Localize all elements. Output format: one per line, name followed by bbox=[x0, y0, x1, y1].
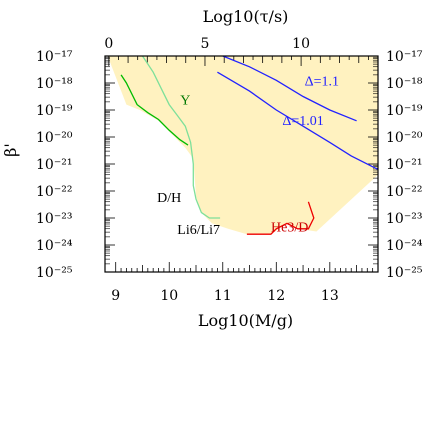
bottom-tick-label: 13 bbox=[321, 288, 339, 304]
series-line-0 bbox=[120, 74, 189, 146]
y-tick-label-left: 10⁻²⁵ bbox=[36, 265, 73, 281]
series-layer bbox=[120, 55, 379, 235]
top-axis-title: Log10(τ/s) bbox=[203, 7, 289, 26]
y-tick-label-left: 10⁻²³ bbox=[36, 211, 72, 227]
y-tick-label-right: 10⁻¹⁷ bbox=[386, 49, 423, 65]
annotation-label: Δ=1.01 bbox=[282, 114, 323, 129]
top-tick-label: 5 bbox=[201, 36, 210, 52]
bottom-tick-label: 12 bbox=[267, 288, 285, 304]
y-tick-label-left: 10⁻²⁴ bbox=[36, 238, 73, 254]
y-tick-label-left: 10⁻²⁰ bbox=[36, 130, 73, 146]
top-tick-label: 0 bbox=[104, 36, 113, 52]
y-tick-label-right: 10⁻²² bbox=[386, 184, 422, 200]
series-line-2 bbox=[222, 55, 357, 122]
y-tick-label-right: 10⁻²¹ bbox=[386, 157, 422, 173]
series-line-1 bbox=[141, 55, 221, 219]
annotation-label: Y bbox=[180, 94, 190, 109]
annotation-label: Δ=1.1 bbox=[305, 75, 339, 90]
y-tick-label-right: 10⁻²⁰ bbox=[386, 130, 423, 146]
y-tick-label-left: 10⁻²¹ bbox=[36, 157, 72, 173]
y-tick-label-left: 10⁻¹⁹ bbox=[36, 103, 73, 119]
y-tick-label-right: 10⁻²³ bbox=[386, 211, 422, 227]
y-tick-label-right: 10⁻¹⁹ bbox=[386, 103, 423, 119]
y-tick-label-left: 10⁻¹⁷ bbox=[36, 49, 73, 65]
y-tick-label-left: 10⁻²² bbox=[36, 184, 72, 200]
y-tick-label-right: 10⁻¹⁸ bbox=[386, 76, 423, 92]
annotation-label: Li6/Li7 bbox=[177, 223, 220, 238]
annotation-label: He3/D bbox=[271, 221, 308, 236]
series-line-3 bbox=[217, 71, 379, 170]
y-tick-label-right: 10⁻²⁵ bbox=[386, 265, 423, 281]
y-tick-label-left: 10⁻¹⁸ bbox=[36, 76, 73, 92]
annotation-label: D/H bbox=[157, 191, 181, 206]
bottom-tick-label: 9 bbox=[111, 288, 120, 304]
plot-frame bbox=[104, 55, 379, 273]
y-tick-label-right: 10⁻²⁴ bbox=[386, 238, 423, 254]
labels-layer: 9 10 11 12 13 0 5 10 10⁻¹⁷ 10⁻¹⁷ 10⁻¹⁸ 10⁻¹⁸ 10⁻¹⁹ 10… bbox=[36, 36, 423, 304]
bottom-tick-label: 11 bbox=[214, 288, 232, 304]
top-tick-label: 10 bbox=[292, 36, 310, 52]
y-axis-title: β' bbox=[1, 143, 20, 157]
bottom-axis-title: Log10(M/g) bbox=[198, 311, 293, 330]
bottom-tick-label: 10 bbox=[160, 288, 178, 304]
series-line-4 bbox=[246, 201, 315, 235]
